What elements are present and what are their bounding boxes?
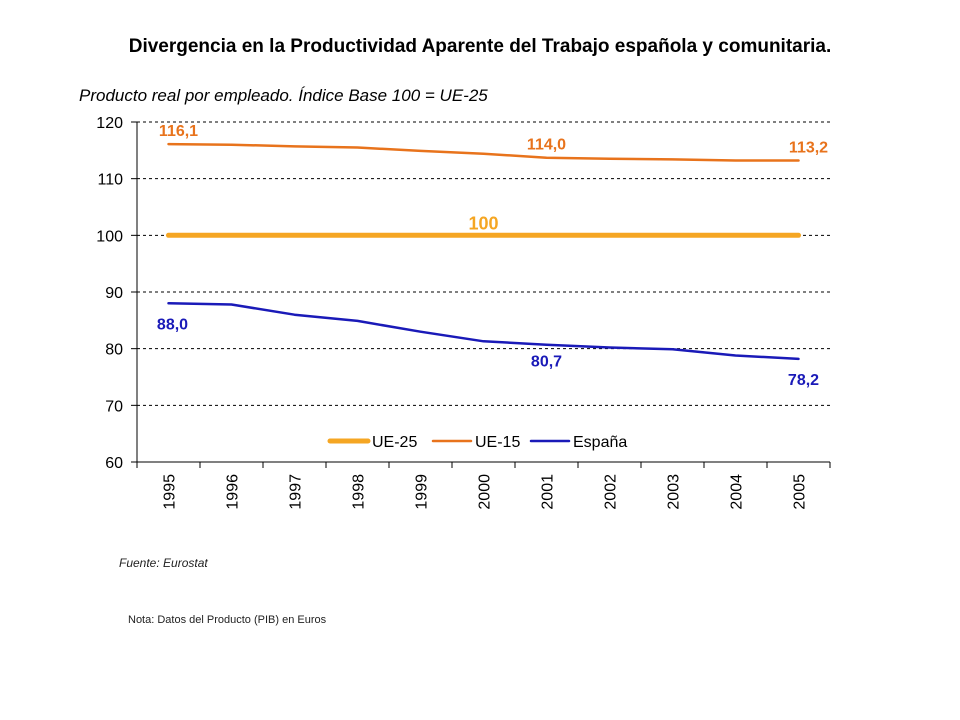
x-tick-label-2002: 2002: [603, 474, 620, 510]
data-label-ue-15-2005: 113,2: [789, 140, 828, 157]
source-note: Fuente: Eurostat: [119, 556, 208, 570]
legend-label-ue-15: UE-15: [475, 434, 520, 451]
x-tick-label-1997: 1997: [288, 474, 305, 510]
y-tick-label-70: 70: [105, 398, 123, 415]
series-line-ue-15: [167, 142, 800, 162]
y-tick-label-120: 120: [96, 115, 123, 132]
data-label-españa-2005: 78,2: [788, 372, 819, 389]
x-tick-label-2004: 2004: [729, 474, 746, 510]
data-label-españa-1995: 88,0: [157, 316, 188, 333]
x-tick-label-2001: 2001: [540, 474, 557, 510]
x-tick-label-1996: 1996: [225, 474, 242, 510]
legend-label-españa: España: [573, 434, 627, 451]
legend-label-ue-25: UE-25: [372, 434, 417, 451]
x-tick-label-2000: 2000: [477, 474, 494, 510]
y-tick-label-100: 100: [96, 228, 123, 245]
y-tick-label-90: 90: [105, 285, 123, 302]
data-label-ue-15-1995: 116,1: [159, 123, 198, 140]
x-tick-label-1998: 1998: [351, 474, 368, 510]
data-label-ue-15-2001: 114,0: [527, 137, 566, 154]
y-tick-label-110: 110: [97, 172, 123, 189]
x-tick-label-2003: 2003: [666, 474, 683, 510]
x-tick-label-2005: 2005: [792, 474, 809, 510]
x-tick-label-1999: 1999: [414, 474, 431, 510]
y-tick-label-60: 60: [105, 455, 123, 472]
series-line-españa: [167, 302, 800, 361]
line-chart: Producto real por empleado. Índice Base …: [79, 86, 831, 510]
data-label-ue-25-2000: 100: [468, 213, 498, 233]
footnote: Nota: Datos del Producto (PIB) en Euros: [128, 614, 327, 626]
y-tick-label-80: 80: [105, 342, 123, 359]
chart-subtitle: Producto real por empleado. Índice Base …: [79, 86, 488, 105]
data-label-españa-2001: 80,7: [531, 354, 562, 371]
x-tick-label-1995: 1995: [162, 474, 179, 510]
page-title: Divergencia en la Productividad Aparente…: [128, 36, 832, 57]
